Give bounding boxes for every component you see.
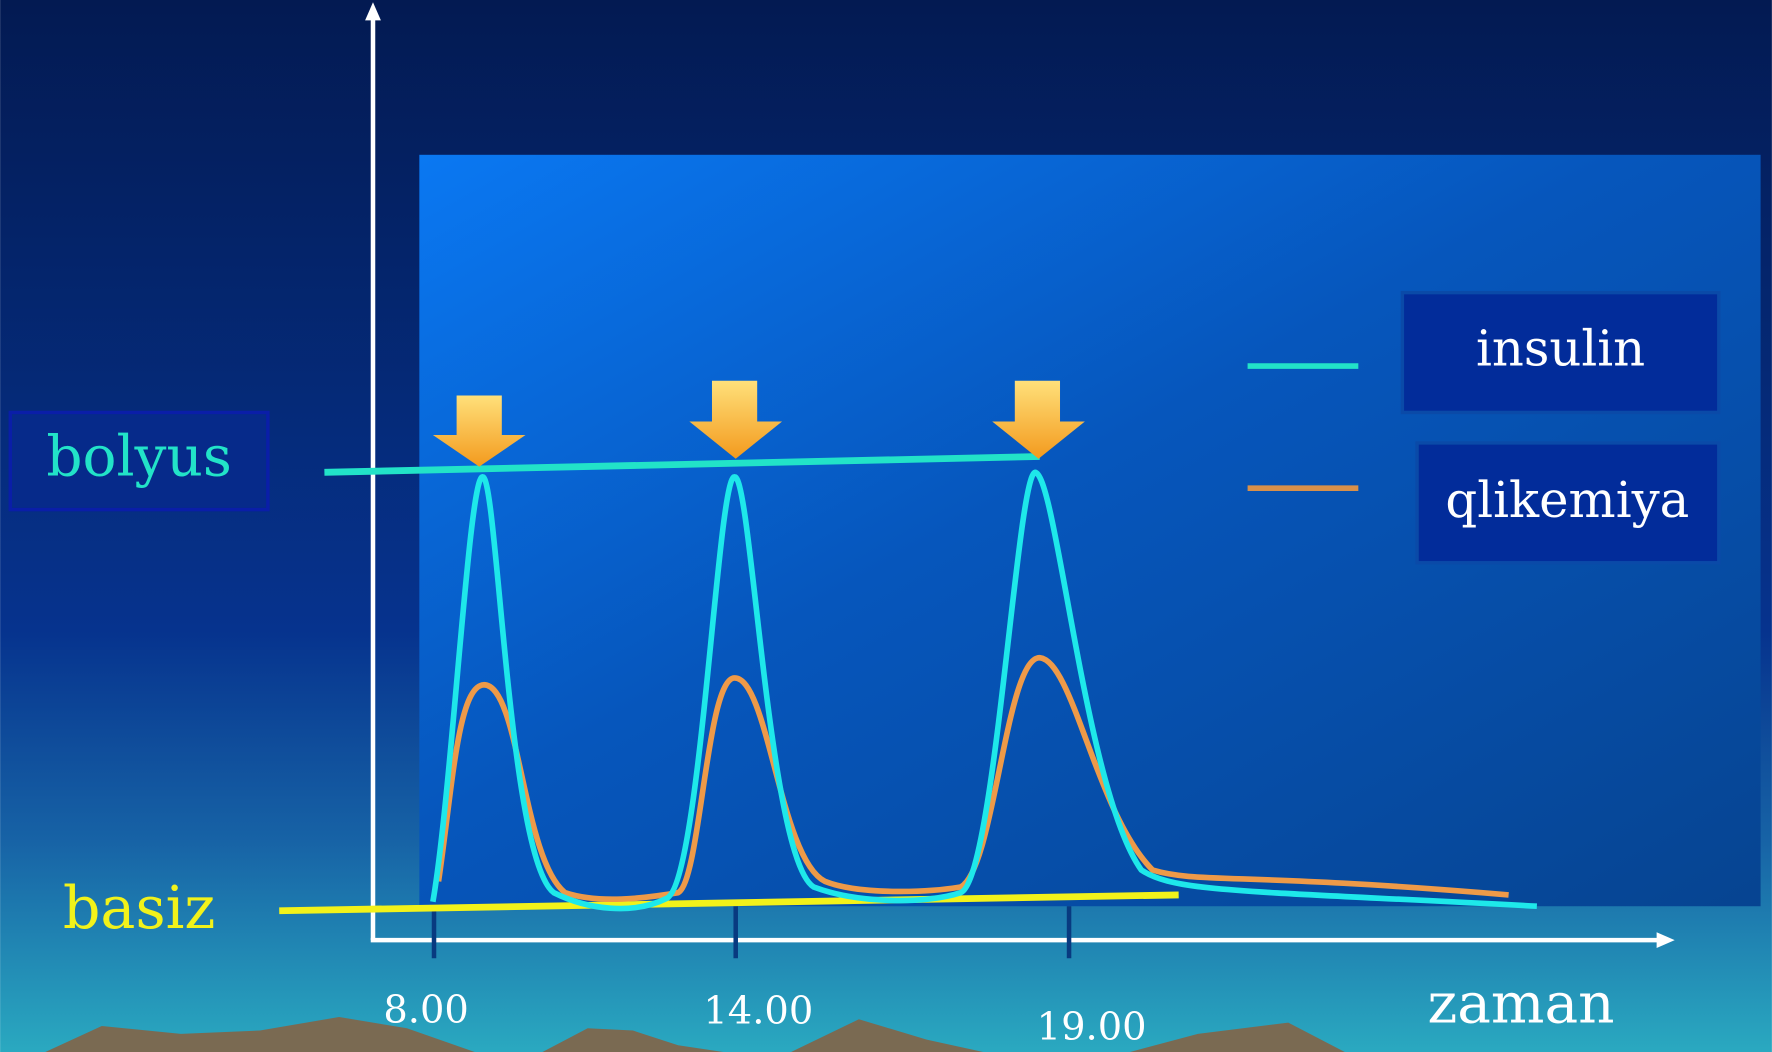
basal-label: basiz <box>63 873 216 942</box>
time-label: 14.00 <box>703 989 813 1034</box>
bolus-label: bolyus <box>46 425 232 490</box>
time-label: 8.00 <box>383 987 469 1032</box>
time-label: 19.00 <box>1037 1004 1147 1049</box>
x-axis-label: zaman <box>1428 971 1615 1036</box>
page: bolyus basiz zaman 8.00 14.00 19.00 insu… <box>0 0 1772 1052</box>
slide: bolyus basiz zaman 8.00 14.00 19.00 insu… <box>0 0 1772 1052</box>
legend-label: insulin <box>1476 320 1645 378</box>
legend-label: qlikemiya <box>1445 471 1689 529</box>
